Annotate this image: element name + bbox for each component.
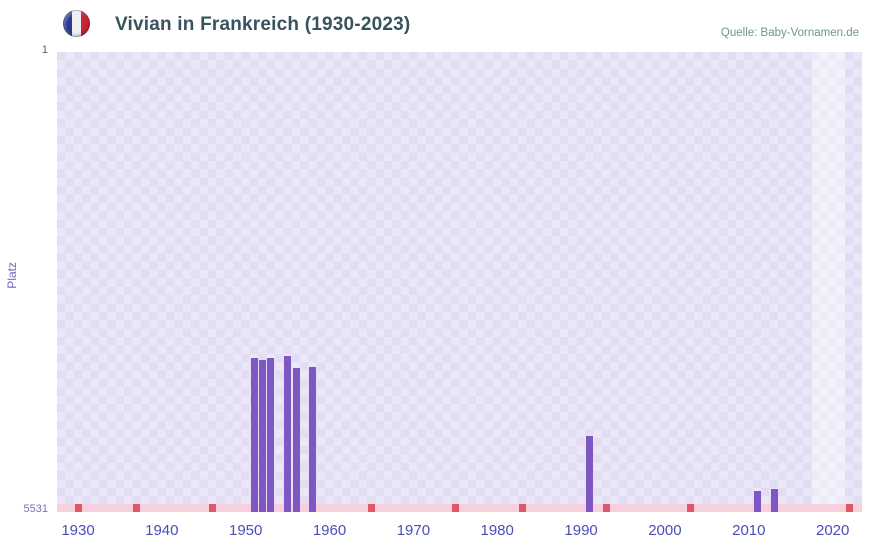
x-tick-label: 1930 <box>61 522 95 539</box>
x-tick-label: 1970 <box>396 522 431 539</box>
x-tick-label: 1990 <box>564 522 598 539</box>
baseline-marker <box>368 504 375 512</box>
x-tick-label: 2000 <box>648 522 682 539</box>
baseline-marker <box>602 504 610 512</box>
plot-area <box>57 52 862 512</box>
x-tick-label: 2010 <box>732 522 766 539</box>
baseline-marker <box>451 504 459 512</box>
baseline-marker <box>133 504 141 512</box>
x-tick-label: 1940 <box>145 522 179 539</box>
page-title: Vivian in Frankreich (1930-2023) <box>115 14 411 35</box>
x-tick-label: 1980 <box>480 522 514 539</box>
rank-bar[interactable] <box>292 368 300 512</box>
source-credit: Quelle: Baby-Vornamen.de <box>720 27 859 39</box>
rank-bar[interactable] <box>309 367 317 512</box>
rank-bar[interactable] <box>258 359 266 512</box>
rank-bar[interactable] <box>284 355 292 512</box>
x-tick-label: 2020 <box>816 522 850 539</box>
baseline-marker <box>74 504 82 512</box>
baseline-marker <box>518 504 526 512</box>
rank-bar[interactable] <box>267 358 275 512</box>
baseline-marker <box>845 504 853 512</box>
rank-bar[interactable] <box>753 491 761 512</box>
x-tick-label: 1950 <box>229 522 263 539</box>
y-axis-max-label: 1 <box>41 44 48 56</box>
y-axis-min-label: 5531 <box>23 503 48 515</box>
baseline-strip <box>57 504 862 512</box>
y-axis-title: Platz <box>5 262 19 289</box>
france-flag-icon <box>63 10 90 37</box>
x-tick-label: 1960 <box>312 522 347 539</box>
rank-bar[interactable] <box>770 488 778 512</box>
highlight-band <box>811 52 846 512</box>
x-axis-tick-labels: 1930 1940 1950 1960 1970 1980 1990 2000 2010 2020 <box>57 522 862 546</box>
baseline-marker <box>208 504 216 512</box>
rank-bar[interactable] <box>250 358 258 512</box>
rank-bar[interactable] <box>586 436 593 512</box>
baseline-marker <box>686 504 694 512</box>
